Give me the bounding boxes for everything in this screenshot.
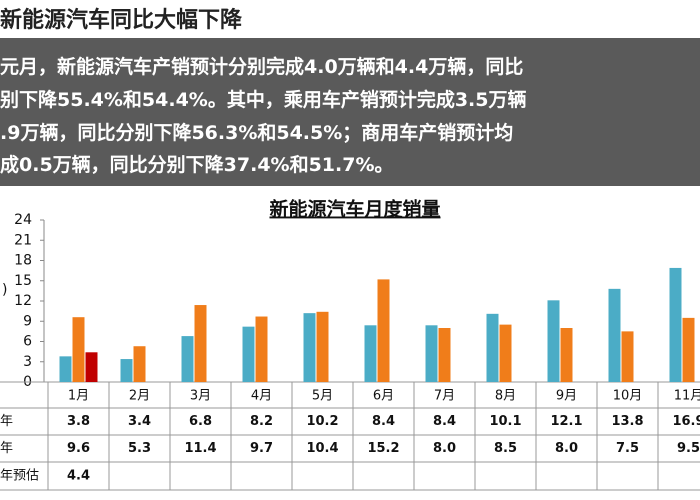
- bar: [438, 328, 451, 382]
- bar: [560, 328, 573, 382]
- table-cell: 8.4: [433, 414, 456, 429]
- table-cell: 8.2: [250, 414, 273, 429]
- bar: [682, 317, 695, 382]
- y-tick-label: 21: [14, 232, 32, 248]
- bar: [669, 267, 682, 382]
- bar: [486, 313, 499, 382]
- table-cell: 8.0: [555, 441, 578, 456]
- table-cell: 12.1: [550, 414, 582, 429]
- table-cell: 9.7: [250, 441, 273, 456]
- table-cell: 13.8: [611, 414, 643, 429]
- x-tick-label: 10月: [613, 389, 643, 404]
- bar: [425, 325, 438, 382]
- bar: [255, 316, 268, 382]
- table-cell: 10.2: [306, 414, 338, 429]
- legend-label: 年: [0, 414, 13, 429]
- table-cell: 9.5: [677, 441, 700, 456]
- y-tick-label: 24: [14, 212, 32, 228]
- x-tick-label: 3月: [190, 389, 211, 404]
- table-cell: 5.3: [128, 441, 151, 456]
- table-cell: 9.6: [67, 441, 90, 456]
- bar: [377, 279, 390, 382]
- table-cell: 11.4: [184, 441, 216, 456]
- bar: [303, 313, 316, 382]
- table-cell: 8.0: [433, 441, 456, 456]
- x-tick-label: 9月: [556, 389, 577, 404]
- bar: [621, 331, 634, 382]
- bar: [194, 305, 207, 382]
- bar: [85, 352, 98, 382]
- table-cell: 8.5: [494, 441, 517, 456]
- chart-title: 新能源汽车月度销量: [269, 198, 440, 221]
- summary-line: 元月，新能源汽车产销预计分别完成4.0万辆和4.4万辆，同比: [0, 56, 524, 78]
- x-tick-label: 2月: [129, 389, 150, 404]
- bar: [181, 336, 194, 382]
- y-tick-label: 6: [23, 334, 32, 350]
- bar: [72, 317, 85, 382]
- y-tick-label: 15: [14, 273, 32, 289]
- table-cell: 10.1: [489, 414, 521, 429]
- table-cell: 15.2: [367, 441, 399, 456]
- summary-line: 别下降55.4%和54.4%。其中，乘用车产销预计完成3.5万辆: [0, 89, 527, 111]
- legend-label: 年: [0, 441, 13, 456]
- x-tick-label: 4月: [251, 389, 272, 404]
- legend-label: 年预估: [0, 469, 39, 484]
- x-tick-label: 11月: [674, 389, 700, 404]
- y-axis-label: ): [2, 282, 7, 298]
- table-cell: 3.8: [67, 414, 90, 429]
- table-cell: 16.9: [672, 414, 700, 429]
- x-tick-label: 6月: [373, 389, 394, 404]
- summary-box: 元月，新能源汽车产销预计分别完成4.0万辆和4.4万辆，同比 别下降55.4%和…: [0, 38, 700, 186]
- y-tick-label: 9: [23, 313, 32, 329]
- x-tick-label: 8月: [495, 389, 516, 404]
- y-tick-label: 12: [14, 293, 32, 309]
- bar: [316, 311, 329, 382]
- x-tick-label: 5月: [312, 389, 333, 404]
- bar: [499, 324, 512, 382]
- bar: [133, 346, 146, 382]
- bar: [59, 356, 72, 382]
- table-cell: 10.4: [306, 441, 338, 456]
- table-cell: 8.4: [372, 414, 395, 429]
- x-tick-label: 1月: [68, 389, 89, 404]
- table-cell: 3.4: [128, 414, 151, 429]
- bar: [242, 326, 255, 382]
- bar: [547, 300, 560, 382]
- bar: [364, 325, 377, 382]
- summary-line: .9万辆，同比分别下降56.3%和54.5%；商用车产销预计均: [0, 122, 514, 144]
- y-tick-label: 18: [14, 253, 32, 269]
- table-cell: 7.5: [616, 441, 639, 456]
- y-tick-label: 3: [23, 354, 32, 370]
- summary-line: 成0.5万辆，同比分别下降37.4%和51.7%。: [0, 154, 394, 176]
- table-cell: 4.4: [67, 469, 90, 484]
- bar: [608, 288, 621, 382]
- bar: [120, 359, 133, 382]
- table-cell: 6.8: [189, 414, 212, 429]
- slide-title: 新能源汽车同比大幅下降: [0, 8, 243, 33]
- x-tick-label: 7月: [434, 389, 455, 404]
